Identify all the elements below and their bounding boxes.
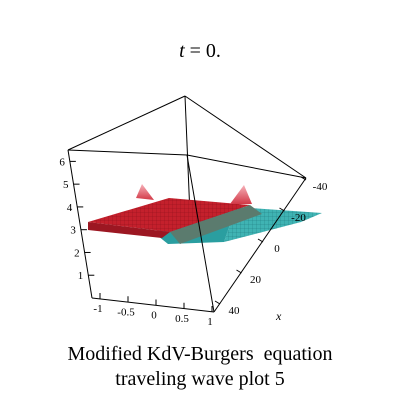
x-axis-tick-label: -40 — [313, 181, 328, 193]
surface-peak-right — [230, 185, 252, 204]
z-axis-tick-label: 5 — [63, 179, 69, 191]
x-axis-label: x — [275, 309, 282, 323]
z-axis-tick-label: 1 — [78, 270, 84, 282]
box-front-edges — [67, 149, 307, 313]
title-variable: t — [179, 40, 185, 62]
x-axis-tick-label: -20 — [291, 212, 306, 224]
caption: Modified KdV-Burgers equation traveling … — [0, 342, 400, 392]
y-axis-tick-label: 0.5 — [175, 313, 189, 325]
title-rest: = 0. — [184, 40, 221, 62]
y-axis-tick-label: 1 — [207, 316, 213, 328]
x-axis-tick-label: 40 — [229, 305, 241, 317]
x-axis-tick — [279, 207, 285, 212]
caption-line-2: traveling wave plot 5 — [115, 368, 285, 390]
x-axis-tick — [257, 238, 264, 243]
y-axis-tick-label: -1 — [93, 303, 102, 315]
z-axis-tick-label: 3 — [70, 225, 76, 237]
y-axis-tick-label: 0 — [151, 310, 157, 322]
surface-red-plateau — [88, 198, 250, 232]
y-axis: -1 -0.5 0 0.5 1 — [93, 293, 213, 328]
z-axis: 1 2 3 4 5 6 — [59, 156, 95, 282]
x-axis-tick-label: 20 — [250, 274, 262, 286]
y-axis-tick-label: -0.5 — [117, 306, 135, 318]
x-axis-tick — [300, 176, 307, 181]
z-axis-tick-label: 6 — [59, 156, 65, 168]
x-axis-tick-label: 0 — [274, 243, 280, 255]
x-axis-tick — [236, 269, 242, 274]
surface-peak-left — [136, 184, 154, 200]
x-axis-tick — [214, 300, 221, 305]
z-axis-tick-label: 2 — [74, 247, 80, 259]
caption-line-1: Modified KdV-Burgers equation — [67, 343, 333, 365]
surface-red-front — [88, 222, 170, 238]
plot-title: t = 0. — [0, 40, 400, 63]
surface-plot: 1 2 3 4 5 6 -1 -0.5 0 0.5 1 -40 -20 0 20 40 x — [59, 95, 328, 328]
x-axis: -40 -20 0 20 40 — [214, 176, 328, 317]
surface-transition — [170, 205, 262, 244]
surface — [88, 184, 322, 244]
z-axis-tick-label: 4 — [67, 202, 73, 214]
